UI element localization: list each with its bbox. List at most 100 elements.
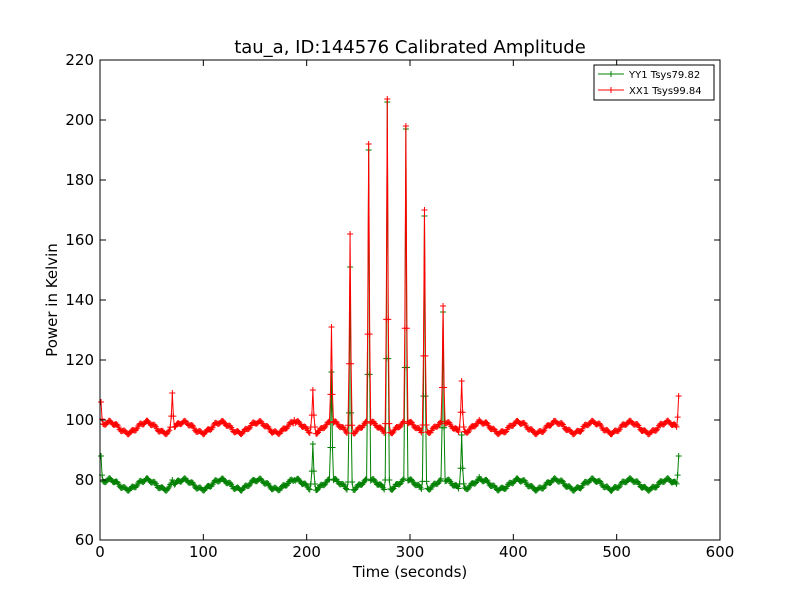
data-point xyxy=(455,485,462,492)
data-point xyxy=(386,477,393,484)
data-point xyxy=(510,422,517,429)
data-point xyxy=(464,429,471,436)
series-1 xyxy=(98,96,682,438)
data-point xyxy=(227,480,234,486)
y-tick-label: 160 xyxy=(65,231,94,249)
data-point xyxy=(165,485,172,492)
data-point xyxy=(329,391,336,398)
data-point xyxy=(321,425,328,432)
data-point xyxy=(675,393,682,399)
data-point xyxy=(459,409,466,416)
data-point xyxy=(400,475,407,482)
data-point xyxy=(396,424,403,431)
data-point xyxy=(370,476,377,483)
data-point xyxy=(310,468,317,475)
data-point xyxy=(348,360,355,367)
data-point xyxy=(438,475,444,482)
x-tick-label: 100 xyxy=(189,543,218,561)
legend-label: XX1 Tsys99.84 xyxy=(629,86,702,97)
legend-label: YY1 Tsys79.82 xyxy=(628,70,700,81)
data-point xyxy=(363,476,370,483)
data-point xyxy=(311,424,318,431)
data-point xyxy=(342,485,349,492)
data-point xyxy=(201,487,208,494)
data-point xyxy=(673,480,680,487)
data-point xyxy=(402,123,409,129)
y-tick-label: 120 xyxy=(65,351,94,369)
data-point xyxy=(201,430,208,437)
data-point xyxy=(348,409,355,416)
data-point xyxy=(219,418,226,424)
data-point xyxy=(295,418,302,425)
data-point xyxy=(585,421,592,428)
data-point xyxy=(381,486,388,493)
legend-entries: YY1 Tsys79.82 XX1 Tsys99.84 xyxy=(598,70,702,97)
x-tick-label: 0 xyxy=(95,543,105,561)
y-tick-label: 220 xyxy=(65,51,94,69)
data-point xyxy=(528,426,535,433)
data-point xyxy=(558,477,565,484)
data-point xyxy=(422,393,429,400)
data-point xyxy=(305,485,312,492)
x-tick-label: 400 xyxy=(499,543,528,561)
y-tick-label: 200 xyxy=(65,111,94,129)
data-point xyxy=(464,486,471,493)
data-point xyxy=(440,303,447,309)
data-point xyxy=(459,465,466,472)
data-point xyxy=(349,478,356,485)
data-point xyxy=(436,477,443,484)
data-point xyxy=(422,352,429,359)
data-point xyxy=(151,479,158,486)
data-point xyxy=(365,141,372,147)
data-point xyxy=(309,387,316,393)
data-point xyxy=(441,384,448,391)
data-point xyxy=(343,486,350,493)
y-axis-label: Power in Kelvin xyxy=(43,243,61,357)
data-point xyxy=(326,476,333,483)
data-point xyxy=(306,486,313,493)
x-tick-label: 200 xyxy=(292,543,321,561)
data-point xyxy=(166,427,173,434)
data-point xyxy=(453,425,460,432)
data-point xyxy=(306,430,313,437)
data-point xyxy=(169,477,176,483)
data-point xyxy=(385,316,392,323)
data-point xyxy=(389,430,396,437)
series-markers xyxy=(98,96,682,438)
data-point xyxy=(363,418,370,425)
data-point xyxy=(436,419,443,426)
data-point xyxy=(326,419,333,426)
data-point xyxy=(510,479,517,486)
data-point xyxy=(384,96,391,102)
data-point xyxy=(675,453,682,459)
data-point xyxy=(386,420,393,427)
data-point xyxy=(460,423,467,430)
x-tick-label: 500 xyxy=(602,543,631,561)
series-0 xyxy=(98,99,682,494)
data-point xyxy=(455,428,462,435)
y-tick-label: 180 xyxy=(65,171,94,189)
data-point xyxy=(540,485,547,492)
data-point xyxy=(295,475,302,482)
data-point xyxy=(458,432,465,438)
x-axis-label: Time (seconds) xyxy=(352,563,468,581)
data-point xyxy=(98,399,105,405)
data-point xyxy=(321,482,328,489)
data-point xyxy=(540,428,547,435)
legend-swatch-marker xyxy=(608,71,614,77)
y-tick-label: 60 xyxy=(75,531,94,549)
data-point xyxy=(615,484,622,491)
data-point xyxy=(418,486,425,493)
data-point xyxy=(673,423,680,430)
data-point xyxy=(403,325,410,332)
data-point xyxy=(328,369,335,375)
data-point xyxy=(305,429,312,436)
data-point xyxy=(343,430,350,437)
ticks-layer: 0 100 200 300 400 500 600 60 80 100 120 140 160 180 20… xyxy=(65,51,734,561)
data-point xyxy=(245,425,252,432)
data-point xyxy=(381,429,388,436)
series-layer xyxy=(98,96,682,494)
data-point xyxy=(378,424,385,431)
data-point xyxy=(674,414,681,421)
